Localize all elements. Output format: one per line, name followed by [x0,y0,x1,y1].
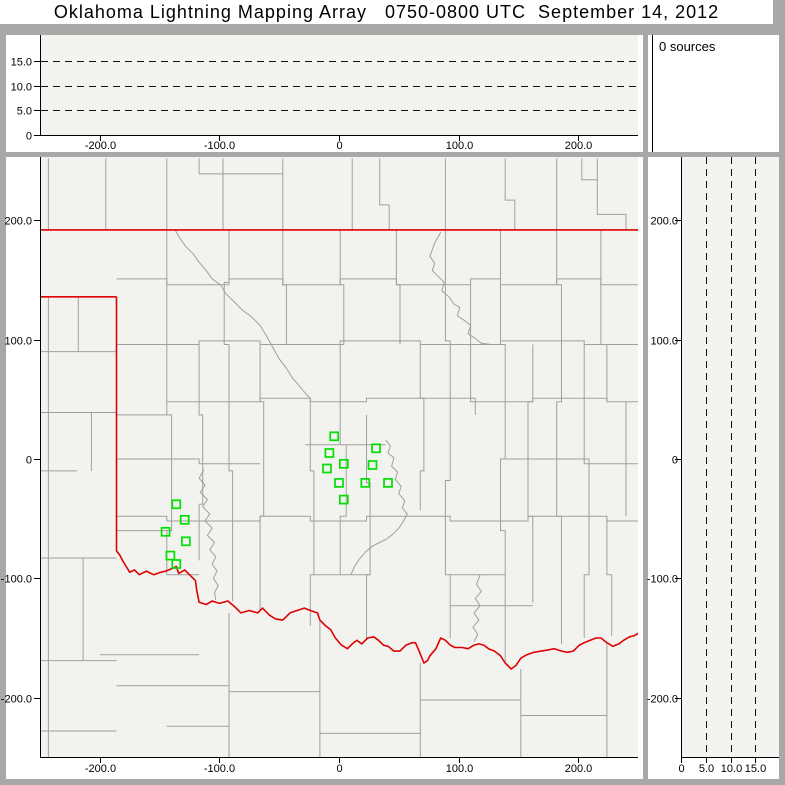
plot-area-source-histogram[interactable] [652,35,780,152]
window-title: Oklahoma Lightning Mapping Array 0750-08… [53,1,720,22]
panel-source-count [648,35,779,152]
plot-area-altitude-ns[interactable] [681,157,779,757]
plot-area-altitude-ew[interactable] [40,35,638,135]
plot-area-plan-view[interactable] [40,157,638,757]
title-bar: Oklahoma Lightning Mapping Array 0750-08… [0,0,773,24]
source-count-label: 0 sources [659,39,716,54]
